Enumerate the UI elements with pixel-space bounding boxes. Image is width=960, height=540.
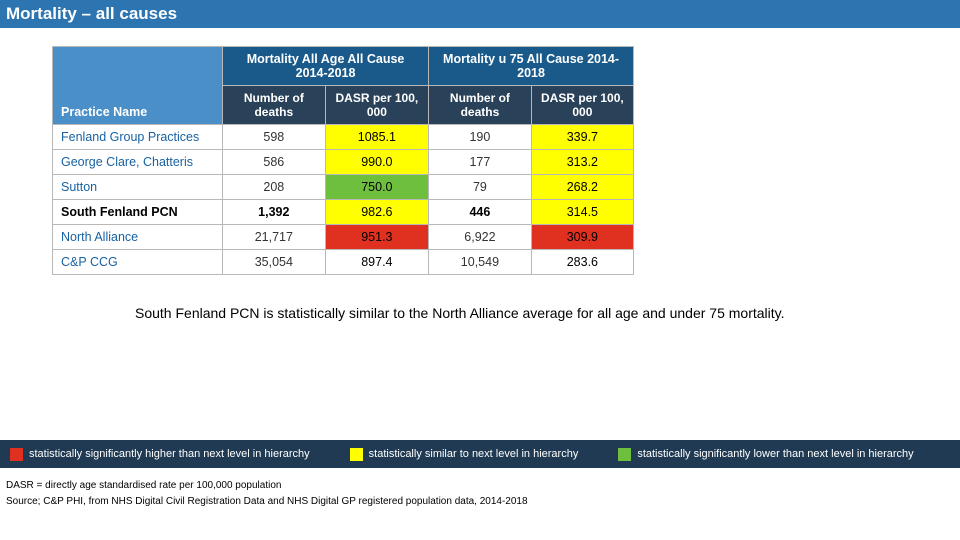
dasr-u75-cell: 268.2 xyxy=(531,175,633,200)
deaths-u75-cell: 10,549 xyxy=(429,250,532,275)
practice-name-cell: Sutton xyxy=(53,175,223,200)
table-row: George Clare, Chatteris586990.0177313.2 xyxy=(53,150,634,175)
footnote-line: Source; C&P PHI, from NHS Digital Civil … xyxy=(6,494,528,510)
page-title-bar: Mortality – all causes xyxy=(0,0,960,28)
mortality-table: Practice Name Mortality All Age All Caus… xyxy=(52,46,634,275)
dasr-all-cell: 990.0 xyxy=(325,150,428,175)
deaths-u75-cell: 190 xyxy=(429,125,532,150)
legend-text: statistically significantly higher than … xyxy=(29,448,310,460)
header-group-all-age: Mortality All Age All Cause 2014-2018 xyxy=(223,47,429,86)
legend-swatch xyxy=(618,448,631,461)
deaths-u75-cell: 6,922 xyxy=(429,225,532,250)
dasr-all-cell: 750.0 xyxy=(325,175,428,200)
dasr-u75-cell: 283.6 xyxy=(531,250,633,275)
table-body: Fenland Group Practices5981085.1190339.7… xyxy=(53,125,634,275)
footnote-line: DASR = directly age standardised rate pe… xyxy=(6,478,528,494)
deaths-all-cell: 598 xyxy=(223,125,326,150)
table-row: South Fenland PCN1,392982.6446314.5 xyxy=(53,200,634,225)
practice-name-cell: North Alliance xyxy=(53,225,223,250)
table-row: North Alliance21,717951.36,922309.9 xyxy=(53,225,634,250)
legend-item: statistically similar to next level in h… xyxy=(350,448,579,461)
legend-text: statistically similar to next level in h… xyxy=(369,448,579,460)
dasr-all-cell: 897.4 xyxy=(325,250,428,275)
mortality-table-container: Practice Name Mortality All Age All Caus… xyxy=(52,46,634,275)
header-group-u75: Mortality u 75 All Cause 2014-2018 xyxy=(429,47,634,86)
header-sub-dasr-all: DASR per 100, 000 xyxy=(325,86,428,125)
dasr-u75-cell: 339.7 xyxy=(531,125,633,150)
table-row: Fenland Group Practices5981085.1190339.7 xyxy=(53,125,634,150)
deaths-all-cell: 208 xyxy=(223,175,326,200)
deaths-all-cell: 586 xyxy=(223,150,326,175)
header-practice-name: Practice Name xyxy=(53,47,223,125)
legend-item: statistically significantly higher than … xyxy=(10,448,310,461)
caption-text: South Fenland PCN is statistically simil… xyxy=(135,305,960,321)
legend-item: statistically significantly lower than n… xyxy=(618,448,913,461)
deaths-u75-cell: 177 xyxy=(429,150,532,175)
dasr-u75-cell: 313.2 xyxy=(531,150,633,175)
dasr-u75-cell: 309.9 xyxy=(531,225,633,250)
legend-swatch xyxy=(10,448,23,461)
page-title: Mortality – all causes xyxy=(6,4,177,24)
legend-bar: statistically significantly higher than … xyxy=(0,440,960,468)
header-sub-deaths-all: Number of deaths xyxy=(223,86,326,125)
footnotes: DASR = directly age standardised rate pe… xyxy=(6,478,528,510)
practice-name-cell: Fenland Group Practices xyxy=(53,125,223,150)
dasr-all-cell: 1085.1 xyxy=(325,125,428,150)
legend-text: statistically significantly lower than n… xyxy=(637,448,913,460)
table-row: Sutton208750.079268.2 xyxy=(53,175,634,200)
dasr-all-cell: 951.3 xyxy=(325,225,428,250)
legend-swatch xyxy=(350,448,363,461)
table-row: C&P CCG35,054897.410,549283.6 xyxy=(53,250,634,275)
deaths-all-cell: 35,054 xyxy=(223,250,326,275)
dasr-u75-cell: 314.5 xyxy=(531,200,633,225)
deaths-all-cell: 21,717 xyxy=(223,225,326,250)
deaths-u75-cell: 79 xyxy=(429,175,532,200)
dasr-all-cell: 982.6 xyxy=(325,200,428,225)
practice-name-cell: C&P CCG xyxy=(53,250,223,275)
header-sub-deaths-u75: Number of deaths xyxy=(429,86,532,125)
deaths-u75-cell: 446 xyxy=(429,200,532,225)
practice-name-cell: South Fenland PCN xyxy=(53,200,223,225)
deaths-all-cell: 1,392 xyxy=(223,200,326,225)
header-sub-dasr-u75: DASR per 100, 000 xyxy=(531,86,633,125)
practice-name-cell: George Clare, Chatteris xyxy=(53,150,223,175)
